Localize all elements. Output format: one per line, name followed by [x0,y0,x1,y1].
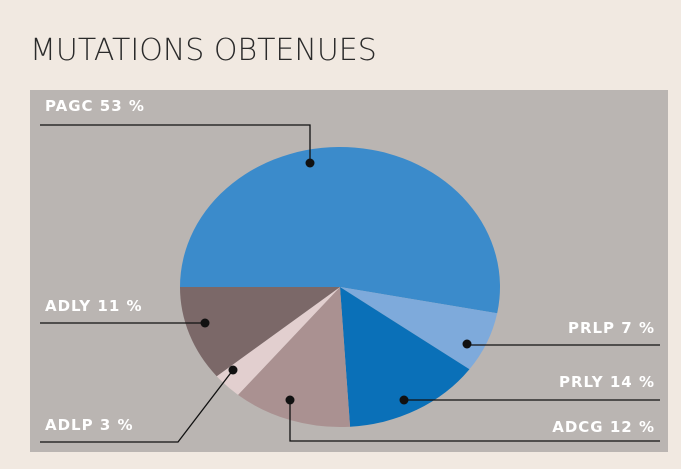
category-name: ADCG [552,418,603,436]
category-name: ADLY [45,297,91,315]
category-name: PAGC [45,97,94,115]
value-label: 11 % [97,297,142,315]
leader-line [289,400,660,442]
value-label: 12 % [610,418,655,436]
slice-label: PAGC 53 % [45,97,145,115]
pie-slice [216,287,340,395]
leader-dot [399,395,409,405]
pie-slice [180,287,340,377]
leader-dot [228,365,238,375]
category-name: ADLP [45,416,94,434]
category-name: PRLY [559,373,604,391]
pie [180,146,500,428]
slice-label: PRLY 14 % [559,373,655,391]
slice-label: ADLY 11 % [45,297,143,315]
leader-dot [462,339,472,349]
labels: PAGC 53 % PRLP 7 % PRLY 14 % ADCG 12 % ADLP … [40,97,660,443]
leader-dot [285,395,295,405]
leader-line [40,124,311,163]
value-label: 53 % [100,97,145,115]
leader-line [40,369,234,443]
leader-dot [305,158,315,168]
slice-label: ADCG 12 % [552,418,655,436]
leader-dot [200,318,210,328]
pie-slice [180,146,500,314]
pie-slice [340,287,470,427]
pie-slice [340,287,498,370]
category-name: PRLP [568,319,615,337]
slice-label: ADLP 3 % [45,416,134,434]
chart-title: MUTATIONS OBTENUES [30,33,377,68]
slice-label: PRLP 7 % [568,319,655,337]
value-label: 3 % [100,416,134,434]
value-label: 7 % [621,319,655,337]
pie-slice [238,287,351,428]
value-label: 14 % [610,373,655,391]
